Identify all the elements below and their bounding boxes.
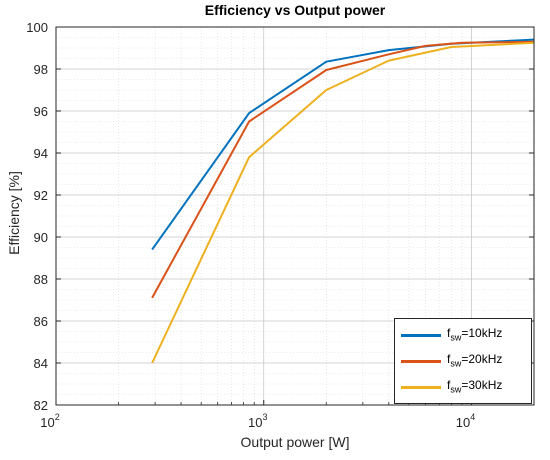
y-tick-label: 88: [34, 272, 48, 287]
y-tick-label: 84: [34, 356, 48, 371]
legend-line-10khz: [401, 334, 441, 337]
y-tick-label: 90: [34, 230, 48, 245]
series-line-1: [151, 40, 535, 299]
x-tick-label-exponent: 3: [262, 412, 267, 422]
legend-line-20khz: [401, 360, 441, 363]
series-layer: [151, 38, 535, 364]
y-tick-label: 86: [34, 314, 48, 329]
y-tick-label: 98: [34, 62, 48, 77]
legend-item-30khz: fsw=30kHz: [401, 377, 529, 397]
legend-label-20khz: fsw=20kHz: [447, 352, 503, 369]
legend-line-30khz: [401, 386, 441, 389]
y-tick-label: 100: [26, 20, 48, 35]
x-axis-label: Output power [W]: [240, 434, 350, 450]
legend-label-10khz: fsw=10kHz: [447, 326, 503, 343]
y-tick-label: 94: [34, 146, 48, 161]
y-tick-label: 92: [34, 188, 48, 203]
plot-frame: [55, 26, 535, 406]
y-tick-label: 82: [34, 398, 48, 413]
ticks: [55, 26, 535, 406]
legend: fsw=10kHz fsw=20kHz fsw=30kHz: [394, 318, 532, 404]
y-axis-label: Efficiency [%]: [6, 171, 22, 255]
y-tick-label: 96: [34, 104, 48, 119]
x-tick-label-exponent: 2: [55, 412, 60, 422]
legend-item-20khz: fsw=20kHz: [401, 351, 529, 371]
x-tick-label: 103: [248, 412, 267, 430]
chart-title: Efficiency vs Output power: [204, 2, 386, 18]
legend-label-30khz: fsw=30kHz: [447, 378, 503, 395]
x-tick-label: 104: [456, 412, 475, 430]
legend-item-10khz: fsw=10kHz: [401, 325, 529, 345]
series-line-2: [151, 41, 535, 364]
x-tick-label-exponent: 4: [470, 412, 475, 422]
x-tick-label: 102: [40, 412, 59, 430]
